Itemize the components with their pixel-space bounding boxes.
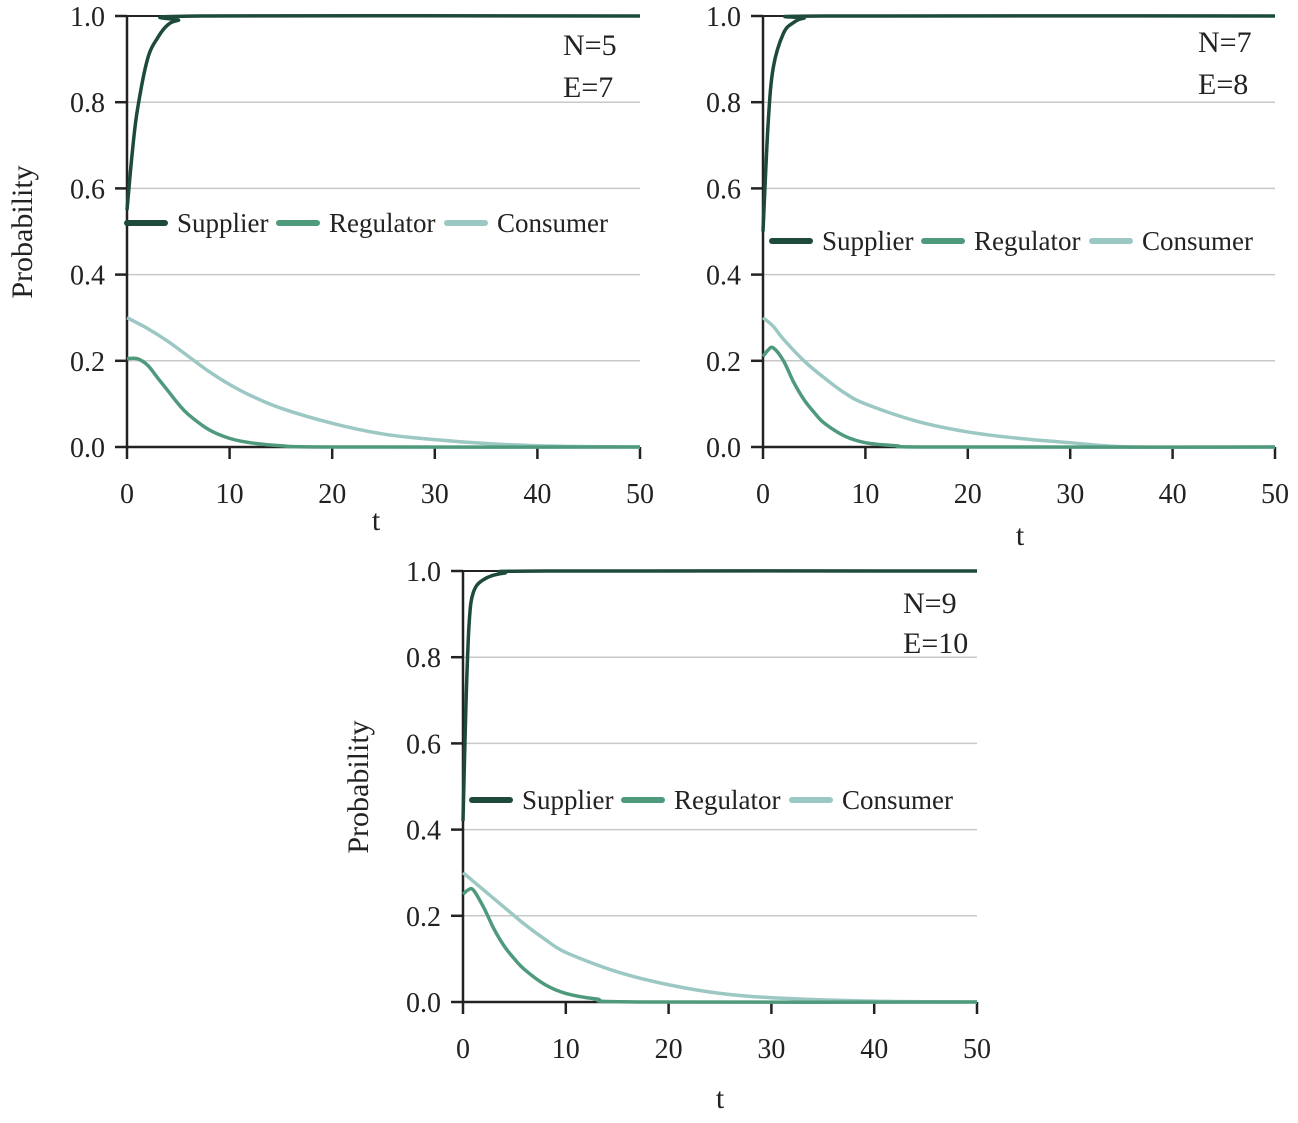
- legend-label: Supplier: [177, 208, 269, 238]
- annotation: E=8: [1198, 68, 1248, 101]
- legend-label: Supplier: [822, 226, 914, 256]
- x-tick-label: 10: [851, 479, 879, 510]
- x-tick-label: 0: [756, 479, 770, 510]
- legend: Supplier Regulator Consumer: [124, 208, 608, 238]
- x-tick-label: 20: [655, 1034, 683, 1065]
- annotation: E=10: [903, 627, 968, 660]
- y-tick-label: 1.0: [406, 557, 441, 588]
- series-line-supplier: [761, 14, 1276, 232]
- series-line-regulator: [461, 886, 978, 1004]
- y-tick-label: 0.0: [706, 433, 741, 464]
- x-tick-label: 10: [552, 1034, 580, 1065]
- annotation: N=5: [563, 29, 617, 62]
- series-line-supplier: [461, 569, 978, 822]
- series-line-regulator: [761, 345, 1276, 449]
- annotation: N=9: [903, 587, 957, 620]
- y-tick-label: 0.2: [406, 902, 441, 933]
- x-tick-label: 10: [216, 479, 244, 510]
- y-tick-label: 0.8: [706, 88, 741, 119]
- annotation: N=7: [1198, 26, 1252, 59]
- x-tick-label: 50: [963, 1034, 991, 1065]
- y-tick-label: 0.2: [706, 347, 741, 378]
- legend: Supplier Regulator Consumer: [469, 785, 953, 815]
- series-line-regulator: [126, 356, 641, 449]
- y-tick-label: 0.8: [70, 88, 105, 119]
- x-tick-label: 40: [1159, 479, 1187, 510]
- legend-label: Consumer: [842, 785, 953, 815]
- y-tick-label: 0.4: [706, 261, 741, 292]
- annotation: E=7: [563, 71, 613, 104]
- legend-label: Consumer: [1142, 226, 1253, 256]
- x-axis-label: t: [716, 1082, 725, 1115]
- y-tick-label: 0.0: [406, 988, 441, 1019]
- x-tick-label: 40: [860, 1034, 888, 1065]
- x-tick-label: 30: [1056, 479, 1084, 510]
- x-axis-label: t: [372, 504, 381, 537]
- y-axis-label: Probability: [6, 165, 39, 298]
- series-line-consumer: [461, 871, 978, 1004]
- series-line-supplier: [125, 13, 641, 211]
- x-tick-label: 40: [523, 479, 551, 510]
- legend-label: Regulator: [674, 785, 780, 815]
- y-tick-label: 0.4: [70, 261, 105, 292]
- x-tick-label: 50: [626, 479, 654, 510]
- x-tick-label: 20: [318, 479, 346, 510]
- series-line-consumer: [761, 316, 1276, 450]
- x-axis-label: t: [1016, 519, 1025, 552]
- y-tick-label: 0.8: [406, 643, 441, 674]
- x-tick-label: 0: [456, 1034, 470, 1065]
- y-tick-label: 0.6: [406, 729, 441, 760]
- y-tick-label: 0.2: [70, 347, 105, 378]
- y-tick-label: 0.0: [70, 433, 105, 464]
- y-axis-label: Probability: [342, 720, 375, 853]
- y-tick-label: 0.6: [706, 174, 741, 205]
- series-line-consumer: [126, 316, 641, 449]
- legend-label: Regulator: [329, 208, 435, 238]
- legend: Supplier Regulator Consumer: [769, 226, 1253, 256]
- y-tick-label: 1.0: [706, 2, 741, 33]
- x-tick-label: 30: [421, 479, 449, 510]
- x-tick-label: 30: [757, 1034, 785, 1065]
- chart-2: 0.0 0.2 0.4 0.6 0.8 1.0 0 10 20 30 40 50 Supplier Reg…: [706, 2, 1289, 552]
- x-tick-label: 20: [954, 479, 982, 510]
- chart-3: 0.0 0.2 0.4 0.6 0.8 1.0 0 10 20 30 40 50 Supplier Reg…: [342, 557, 991, 1115]
- legend-label: Consumer: [497, 208, 608, 238]
- legend-label: Regulator: [974, 226, 1080, 256]
- y-tick-label: 0.4: [406, 816, 441, 847]
- y-tick-label: 1.0: [70, 2, 105, 33]
- y-tick-label: 0.6: [70, 174, 105, 205]
- legend-label: Supplier: [522, 785, 614, 815]
- x-tick-label: 0: [120, 479, 134, 510]
- chart-1: 0.0 0.2 0.4 0.6 0.8 1.0 0 10 20 30 40 50 Supplier Reg…: [6, 2, 654, 537]
- x-tick-label: 50: [1261, 479, 1289, 510]
